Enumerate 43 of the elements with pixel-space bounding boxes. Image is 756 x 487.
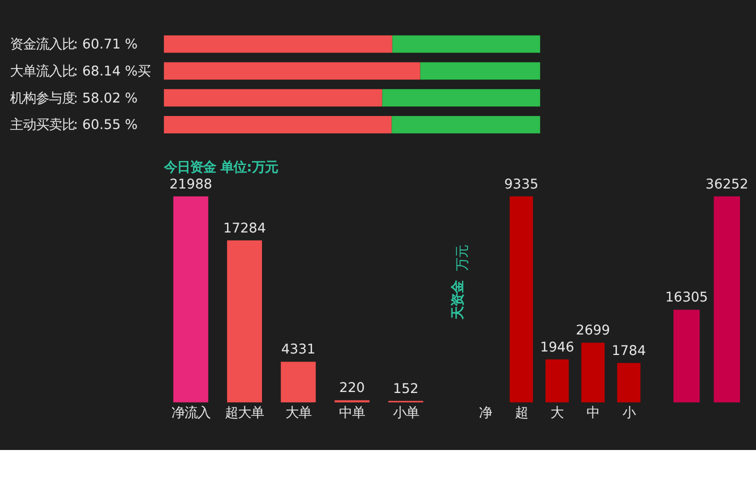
x-tick-label: 中 (586, 406, 600, 422)
bar (617, 362, 640, 402)
bar (173, 196, 208, 402)
y-axis-title: 天资金 (450, 279, 466, 320)
data-label: 2699 (576, 324, 610, 339)
data-label: 220 (339, 381, 365, 396)
bar (510, 196, 533, 402)
bar (164, 35, 392, 53)
data-label: 17284 (223, 221, 266, 236)
data-label: 9335 (504, 177, 538, 192)
bar (164, 62, 420, 80)
data-label: 1784 (612, 344, 646, 359)
x-tick-label: 净流入 (171, 405, 210, 422)
bar (392, 116, 540, 134)
data-label: 21988 (169, 177, 212, 192)
y-tick-label: 大单流入比 (10, 63, 75, 80)
bar (227, 240, 262, 402)
bar (382, 89, 540, 107)
x-tick-label: 大 (550, 406, 564, 422)
y-tick-label: 资金流入比 (10, 36, 75, 53)
bar (546, 359, 569, 402)
bar (164, 89, 382, 107)
x-tick-label: 大单 (285, 406, 312, 422)
bar (164, 116, 392, 134)
bar (420, 62, 540, 80)
bar (392, 35, 540, 53)
bar (280, 362, 316, 402)
annotation: 万元 (456, 245, 471, 272)
data-label: 1946 (540, 340, 574, 356)
x-tick-label: 中单 (339, 406, 366, 422)
y-tick-label: 主动买卖比 (10, 117, 75, 134)
data-label: 36252 (706, 177, 748, 192)
x-tick-label: 超大单 (225, 406, 264, 422)
chart-title: 今日资金 单位:万元 (162, 159, 278, 176)
data-label: 152 (392, 382, 419, 397)
y-tick-label: 机构参与度 (10, 90, 75, 106)
bar (581, 342, 605, 402)
x-tick-label: 小单 (392, 406, 419, 422)
data-label: 16305 (665, 290, 708, 306)
x-tick-label: 净 (478, 406, 492, 422)
x-tick-label: 超 (514, 406, 528, 422)
x-tick-label: 小 (622, 406, 636, 422)
data-label: 4331 (281, 342, 316, 358)
